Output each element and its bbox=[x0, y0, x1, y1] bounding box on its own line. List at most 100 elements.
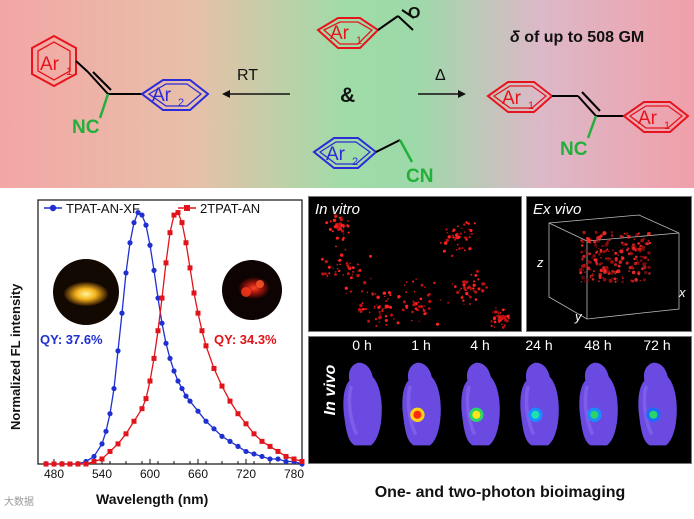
fluorescent-speck bbox=[356, 273, 360, 278]
fluorescent-speck bbox=[385, 323, 388, 326]
fluorescent-speck bbox=[503, 324, 507, 327]
x-tick-label: 540 bbox=[92, 467, 112, 481]
ex-vivo-speck bbox=[580, 250, 584, 254]
fluorescent-speck bbox=[501, 325, 505, 329]
ex-vivo-speck bbox=[648, 241, 652, 245]
fluorescent-speck bbox=[321, 272, 325, 276]
data-point-1 bbox=[83, 461, 89, 467]
ex-vivo-speck bbox=[581, 258, 584, 261]
fluorescent-speck bbox=[500, 323, 503, 326]
axis-z-label: z bbox=[537, 255, 544, 270]
ex-vivo-speck bbox=[641, 245, 645, 250]
fluorescent-speck bbox=[456, 290, 460, 294]
fluorescent-speck bbox=[472, 290, 475, 292]
fluorescent-speck bbox=[370, 277, 372, 280]
ex-vivo-speck bbox=[604, 265, 609, 270]
fluorescent-speck bbox=[342, 226, 345, 229]
fluorescent-speck bbox=[462, 283, 466, 287]
ex-vivo-speck bbox=[639, 279, 642, 282]
fluorescent-speck bbox=[439, 299, 442, 301]
ex-vivo-speck bbox=[600, 262, 603, 265]
delta-label: Δ bbox=[435, 67, 446, 84]
fluorescent-speck bbox=[454, 285, 457, 288]
fluorescent-speck bbox=[472, 287, 475, 290]
ex-vivo-speck bbox=[601, 244, 604, 248]
fluorescent-speck bbox=[463, 236, 466, 239]
ex-vivo-speck bbox=[639, 255, 642, 258]
fluorescent-speck bbox=[336, 264, 339, 266]
fluorescent-speck bbox=[329, 220, 333, 223]
data-point-0 bbox=[159, 320, 165, 326]
ex-vivo-speck bbox=[602, 231, 607, 236]
data-point-1 bbox=[179, 220, 185, 226]
ex-vivo-speck bbox=[597, 247, 600, 250]
ex-vivo-speck bbox=[623, 232, 626, 235]
ex-vivo-speck bbox=[647, 265, 651, 269]
ex-vivo-speck bbox=[585, 254, 588, 256]
in-vitro-panel: In vitro bbox=[308, 196, 522, 332]
time-label: 4 h bbox=[470, 337, 490, 353]
fluorescent-speck bbox=[420, 283, 424, 287]
fluorescent-speck bbox=[328, 227, 332, 231]
ex-vivo-speck bbox=[646, 231, 651, 236]
fluorescent-speck bbox=[472, 283, 476, 287]
gm-value: δ of up to 508 GM bbox=[510, 29, 644, 46]
fluorescent-speck bbox=[498, 314, 501, 317]
ex-vivo-speck bbox=[642, 278, 647, 282]
ex-vivo-speck bbox=[611, 234, 614, 237]
fluorescent-speck bbox=[456, 225, 459, 228]
fluorescent-speck bbox=[346, 224, 350, 228]
data-point-1 bbox=[267, 443, 273, 449]
fluorescent-speck bbox=[377, 305, 381, 309]
ex-vivo-speck bbox=[631, 245, 634, 248]
ex-vivo-speck bbox=[602, 277, 607, 282]
fluorescent-speck bbox=[417, 309, 419, 312]
right-ar1-label-b: Ar bbox=[638, 108, 658, 129]
data-point-1 bbox=[283, 453, 289, 459]
fluorescent-speck bbox=[468, 228, 470, 230]
fluorescent-speck bbox=[366, 291, 369, 293]
left-ar2-sub: 2 bbox=[178, 97, 184, 109]
fluorescent-speck bbox=[384, 319, 388, 323]
data-point-0 bbox=[139, 212, 145, 218]
data-point-0 bbox=[107, 411, 113, 417]
data-point-0 bbox=[135, 209, 141, 216]
left-ar1-sub: 1 bbox=[66, 66, 72, 78]
fluorescent-speck bbox=[324, 272, 327, 275]
fluorescent-speck bbox=[359, 310, 363, 314]
ex-vivo-speck bbox=[638, 249, 642, 253]
fluorescent-speck bbox=[480, 289, 485, 293]
data-point-1 bbox=[251, 431, 257, 437]
data-point-1 bbox=[235, 411, 241, 417]
fluorescent-speck bbox=[378, 315, 382, 319]
fluorescent-speck bbox=[463, 249, 466, 252]
ex-vivo-speck bbox=[631, 243, 636, 247]
fluorescent-speck bbox=[475, 269, 479, 273]
fluorescent-speck bbox=[361, 290, 364, 293]
center-cn-label: CN bbox=[406, 166, 433, 187]
left-ar2-label: Ar bbox=[152, 85, 172, 106]
delta-symbol: δ bbox=[510, 29, 520, 46]
ex-vivo-speck bbox=[591, 277, 595, 281]
ex-vivo-speck bbox=[589, 268, 592, 271]
ex-vivo-speck bbox=[637, 243, 640, 246]
legend-label-tpat: TPAT-AN-XF bbox=[66, 201, 140, 216]
rt-label: RT bbox=[237, 67, 258, 84]
fluorescent-speck bbox=[335, 271, 337, 273]
mouse-image bbox=[461, 362, 500, 446]
fluorescent-speck bbox=[389, 305, 393, 309]
fluorescent-speck bbox=[465, 289, 468, 292]
ampersand: & bbox=[340, 84, 355, 107]
ex-vivo-speck bbox=[610, 260, 614, 264]
qy-2tpat: QY: 34.3% bbox=[214, 332, 277, 347]
ex-vivo-speck bbox=[637, 271, 641, 275]
ex-vivo-speck bbox=[612, 237, 614, 239]
fluorescent-speck bbox=[483, 282, 486, 285]
left-ar1-ring bbox=[31, 34, 77, 88]
fluorescent-speck bbox=[419, 297, 423, 301]
data-point-0 bbox=[179, 385, 185, 392]
data-point-1 bbox=[203, 343, 209, 349]
ex-vivo-speck bbox=[626, 234, 631, 239]
